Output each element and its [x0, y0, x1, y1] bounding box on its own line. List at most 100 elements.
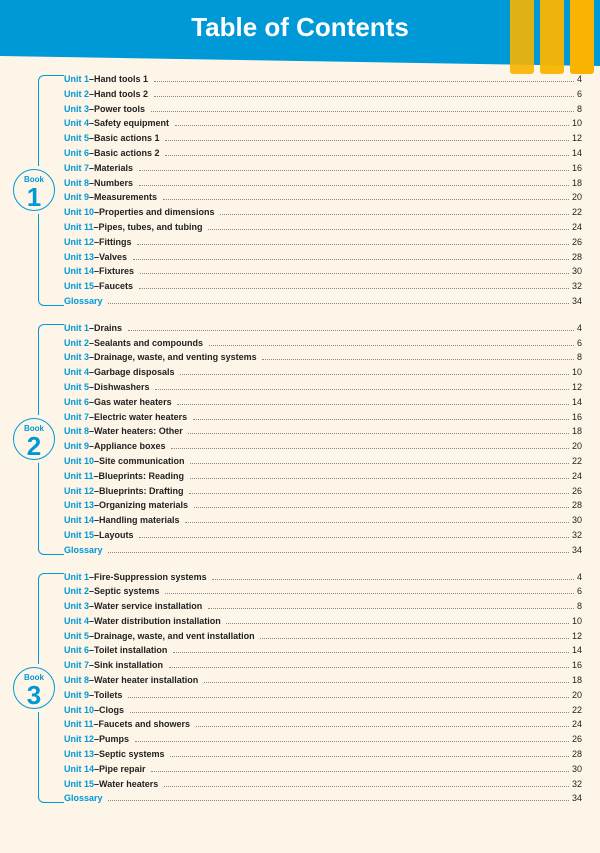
book-label-number: 1 — [12, 184, 56, 210]
toc-unit-label: Unit 7 — [64, 161, 89, 176]
toc-entry: Unit 11 – Faucets and showers 24 — [64, 717, 582, 732]
toc-entry-title: Water heaters: Other — [94, 424, 183, 439]
toc-entry-title: Blueprints: Drafting — [99, 484, 184, 499]
toc-leader-dots — [130, 712, 569, 713]
toc-unit-label: Unit 3 — [64, 350, 89, 365]
toc-entry-title: Pipe repair — [99, 762, 146, 777]
toc-unit-label: Unit 10 — [64, 454, 94, 469]
toc-entry: Unit 2 – Septic systems 6 — [64, 584, 582, 599]
toc-page-number: 10 — [572, 365, 582, 380]
toc-entry-title: Gas water heaters — [94, 395, 172, 410]
book-block: Book2Unit 1 – Drains 4Unit 2 – Sealants … — [18, 321, 582, 558]
toc-page-number: 22 — [572, 205, 582, 220]
toc-leader-dots — [108, 303, 569, 304]
toc-page-number: 18 — [572, 424, 582, 439]
toc-page-number: 30 — [572, 762, 582, 777]
toc-entry: Unit 15 – Water heaters 32 — [64, 777, 582, 792]
toc-leader-dots — [128, 697, 569, 698]
toc-entry-title: Sealants and compounds — [94, 336, 203, 351]
toc-entry-title: Valves — [99, 250, 127, 265]
header-tabs — [510, 0, 594, 74]
toc-entry: Unit 4 – Water distribution installation… — [64, 614, 582, 629]
toc-leader-dots — [165, 155, 569, 156]
toc-entry-title: Septic systems — [94, 584, 160, 599]
toc-leader-dots — [175, 125, 569, 126]
toc-page-number: 18 — [572, 176, 582, 191]
toc-entry-title: Pumps — [99, 732, 129, 747]
toc-entry: Unit 15 – Faucets 32 — [64, 279, 582, 294]
toc-page-number: 14 — [572, 395, 582, 410]
toc-unit-label: Unit 9 — [64, 439, 89, 454]
toc-entry-title: Water heaters — [99, 777, 158, 792]
toc-leader-dots — [154, 96, 574, 97]
toc-entry-title: Properties and dimensions — [99, 205, 215, 220]
toc-entry: Unit 10 – Clogs 22 — [64, 703, 582, 718]
toc-page-number: 28 — [572, 747, 582, 762]
toc-leader-dots — [154, 81, 574, 82]
toc-unit-label: Unit 15 — [64, 777, 94, 792]
toc-leader-dots — [208, 608, 574, 609]
toc-entry: Unit 15 – Layouts 32 — [64, 528, 582, 543]
toc-entry: Glossary 34 — [64, 294, 582, 309]
book-label: Book2 — [12, 415, 56, 463]
toc-entry-title: Materials — [94, 161, 133, 176]
toc-leader-dots — [139, 288, 569, 289]
toc-entry: Unit 2 – Hand tools 2 6 — [64, 87, 582, 102]
toc-leader-dots — [220, 214, 569, 215]
toc-leader-dots — [194, 507, 569, 508]
toc-unit-label: Unit 4 — [64, 365, 89, 380]
toc-entry: Unit 7 – Materials 16 — [64, 161, 582, 176]
toc-leader-dots — [171, 448, 569, 449]
toc-leader-dots — [262, 359, 574, 360]
toc-page-number: 28 — [572, 250, 582, 265]
toc-entry-title: Drains — [94, 321, 122, 336]
toc-entry-title: Safety equipment — [94, 116, 169, 131]
toc-entry-title: Hand tools 1 — [94, 72, 148, 87]
toc-entry: Unit 13 – Septic systems 28 — [64, 747, 582, 762]
toc-leader-dots — [188, 433, 569, 434]
toc-unit-label: Unit 2 — [64, 336, 89, 351]
header-tab — [510, 0, 534, 74]
toc-entry: Unit 3 – Drainage, waste, and venting sy… — [64, 350, 582, 365]
toc-unit-label: Unit 12 — [64, 235, 94, 250]
toc-entry-title: Layouts — [99, 528, 134, 543]
toc-unit-label: Unit 6 — [64, 146, 89, 161]
toc-entry-title: Water distribution installation — [94, 614, 221, 629]
toc-unit-label: Unit 9 — [64, 190, 89, 205]
toc-entry-title: Electric water heaters — [94, 410, 187, 425]
toc-entry-title: Toilets — [94, 688, 122, 703]
toc-page-number: 12 — [572, 380, 582, 395]
toc-unit-label: Unit 10 — [64, 703, 94, 718]
toc-entry-title: Garbage disposals — [94, 365, 175, 380]
toc-entry: Unit 2 – Sealants and compounds 6 — [64, 336, 582, 351]
toc-entry-title: Septic systems — [99, 747, 165, 762]
toc-page-number: 8 — [577, 350, 582, 365]
toc-unit-label: Unit 10 — [64, 205, 94, 220]
toc-glossary-label: Glossary — [64, 791, 103, 806]
toc-entry: Unit 11 – Blueprints: Reading 24 — [64, 469, 582, 484]
toc-page-number: 14 — [572, 643, 582, 658]
toc-entry: Unit 14 – Fixtures 30 — [64, 264, 582, 279]
toc-page-number: 12 — [572, 629, 582, 644]
toc-page-number: 22 — [572, 703, 582, 718]
toc-page-number: 22 — [572, 454, 582, 469]
toc-page-number: 6 — [577, 336, 582, 351]
toc-entry: Unit 6 – Basic actions 2 14 — [64, 146, 582, 161]
toc-entry: Unit 1 – Drains 4 — [64, 321, 582, 336]
toc-leader-dots — [139, 537, 569, 538]
toc-page-number: 4 — [577, 72, 582, 87]
toc-unit-label: Unit 7 — [64, 410, 89, 425]
toc-entry-title: Site communication — [99, 454, 185, 469]
toc-unit-label: Unit 1 — [64, 570, 89, 585]
toc-unit-label: Unit 14 — [64, 513, 94, 528]
toc-page-number: 20 — [572, 688, 582, 703]
toc-entry: Unit 5 – Dishwashers 12 — [64, 380, 582, 395]
toc-page-number: 16 — [572, 658, 582, 673]
toc-unit-label: Unit 2 — [64, 87, 89, 102]
toc-page-number: 26 — [572, 235, 582, 250]
toc-page-number: 34 — [572, 791, 582, 806]
toc-entry: Unit 14 – Pipe repair 30 — [64, 762, 582, 777]
toc-unit-label: Unit 15 — [64, 528, 94, 543]
toc-unit-label: Unit 12 — [64, 732, 94, 747]
toc-entry: Unit 4 – Garbage disposals 10 — [64, 365, 582, 380]
